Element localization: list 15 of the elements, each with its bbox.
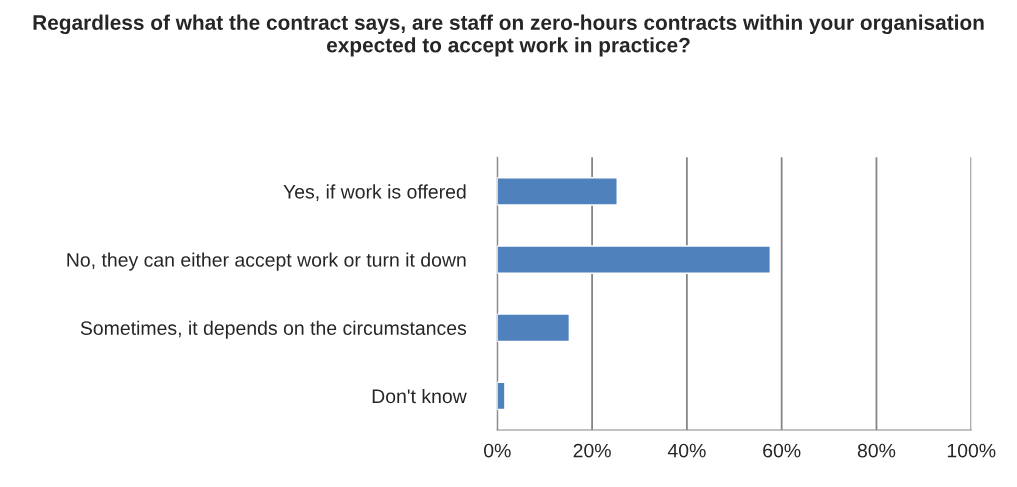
- y-tick-label: Sometimes, it depends on the circumstances: [80, 320, 467, 339]
- bar: [497, 177, 618, 206]
- x-tick-label: 40%: [667, 443, 706, 458]
- y-tick-label: Yes, if work is offered: [283, 184, 466, 201]
- x-tick-label: 100%: [947, 443, 996, 458]
- x-tick-label: 60%: [763, 443, 801, 458]
- chart-title: Regardless of what the contract says, are staff on zero-hours contracts within your organisation expected to accept work in practice?: [33, 14, 984, 57]
- x-tick-label: 0%: [484, 443, 511, 458]
- bar: [497, 245, 771, 274]
- x-tick-label: 20%: [573, 443, 611, 458]
- x-tick-label: 80%: [857, 443, 896, 458]
- y-tick-label: No, they can either accept work or turn it down: [67, 252, 466, 271]
- y-tick-label: Don't know: [372, 388, 467, 404]
- bar: [497, 381, 506, 411]
- bar: [497, 313, 571, 343]
